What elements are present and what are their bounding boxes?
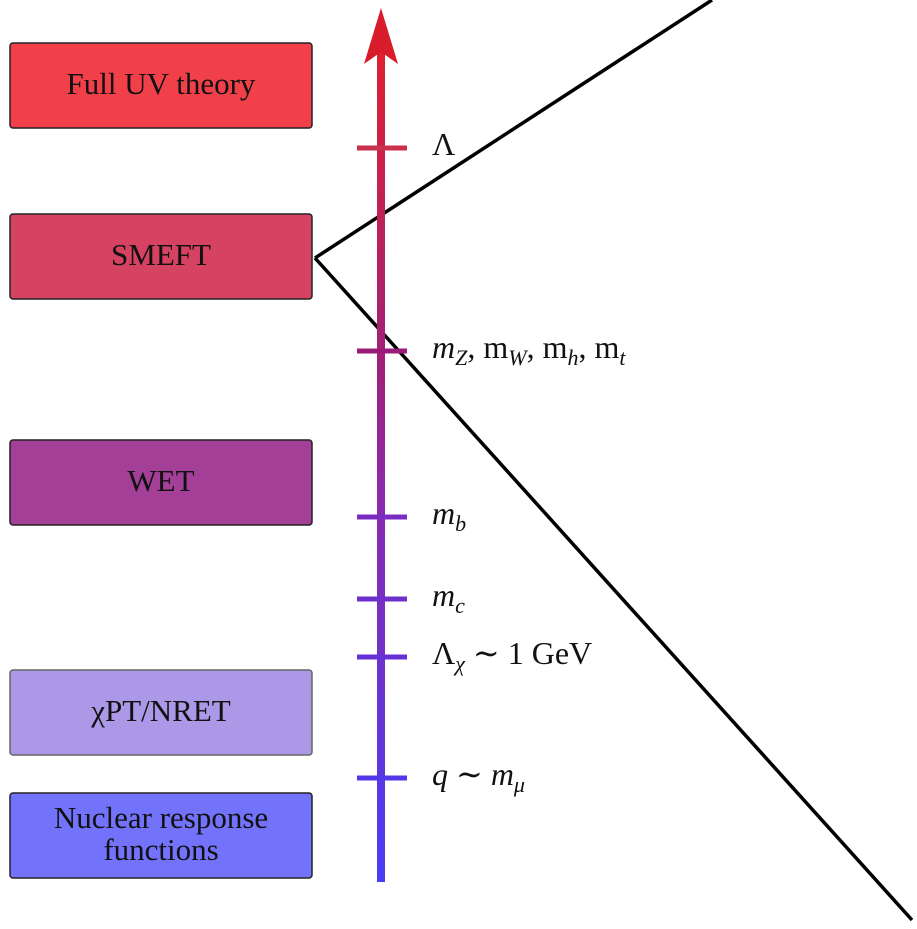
label-subscript: W bbox=[508, 345, 528, 370]
theory-box bbox=[9, 42, 313, 129]
box-label: functions bbox=[103, 832, 218, 867]
label-subscript: Z bbox=[455, 345, 468, 370]
label-text: m bbox=[432, 577, 455, 613]
scale-label: Λχ ∼ 1 GeV bbox=[432, 635, 592, 676]
label-subscript: χ bbox=[453, 651, 466, 676]
theory-box bbox=[9, 669, 313, 756]
label-subscript: b bbox=[455, 511, 466, 536]
axis-arrow bbox=[364, 8, 398, 64]
label-text: , m bbox=[467, 329, 508, 365]
label-text: m bbox=[432, 495, 455, 531]
label-subscript: t bbox=[619, 345, 626, 370]
box-label: Full UV theory bbox=[67, 66, 256, 101]
scale-label: mb bbox=[432, 495, 466, 536]
content: Full UV theory SMEFT WET χPT/NRET Nuclear re… bbox=[9, 42, 626, 879]
scale-label: mc bbox=[432, 577, 465, 618]
theory-box bbox=[9, 792, 313, 879]
scale-label: mZ, mW, mh, mt bbox=[432, 329, 626, 370]
energy-axis bbox=[377, 50, 385, 882]
label-text: Λ bbox=[432, 635, 455, 671]
label-subscript: h bbox=[567, 345, 578, 370]
label-text: m bbox=[432, 329, 455, 365]
label-text: Λ bbox=[432, 126, 455, 162]
label-subscript: μ bbox=[513, 772, 525, 797]
box-label: Nuclear response bbox=[54, 800, 268, 835]
box-label: χPT/NRET bbox=[90, 693, 231, 728]
scale-label: q ∼ mμ bbox=[432, 756, 525, 797]
label-text: , m bbox=[578, 329, 619, 365]
label-text: ∼ 1 GeV bbox=[465, 635, 592, 671]
label-subscript: c bbox=[455, 593, 465, 618]
box-label: SMEFT bbox=[111, 237, 211, 272]
theory-box bbox=[9, 213, 313, 300]
theory-box bbox=[9, 439, 313, 526]
label-text: , m bbox=[527, 329, 568, 365]
scale-label: Λ bbox=[432, 126, 455, 162]
cone-line bbox=[313, 256, 914, 922]
label-text: q ∼ m bbox=[432, 756, 514, 792]
box-label: WET bbox=[127, 463, 194, 498]
